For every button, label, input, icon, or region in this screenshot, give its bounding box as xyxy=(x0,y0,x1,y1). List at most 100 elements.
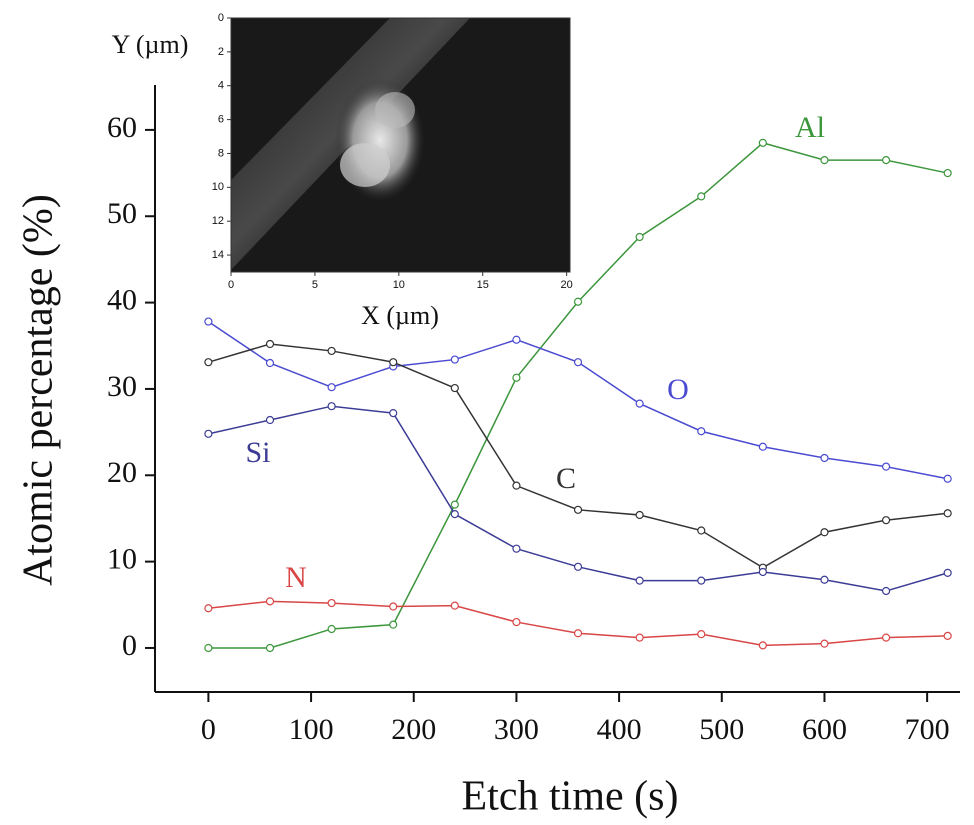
point xyxy=(758,442,767,451)
inset-y-tick-label: 4 xyxy=(218,80,224,92)
inset-y-title: Y (µm) xyxy=(112,30,189,59)
point xyxy=(265,415,275,425)
point xyxy=(697,576,706,585)
series-label: Si xyxy=(245,436,270,469)
point xyxy=(512,617,521,627)
point xyxy=(389,409,398,418)
point xyxy=(450,510,459,519)
point xyxy=(697,526,706,535)
x-tick-label: 100 xyxy=(289,713,334,746)
point xyxy=(327,402,336,411)
series-line xyxy=(207,320,948,480)
point xyxy=(943,474,952,483)
point xyxy=(389,358,398,367)
y-tick-label: 60 xyxy=(107,111,137,144)
y-tick-label: 20 xyxy=(107,456,137,489)
point xyxy=(820,453,829,463)
inset-y-tick-label: 8 xyxy=(218,147,224,159)
x-tick-label: 400 xyxy=(597,713,642,746)
point xyxy=(204,643,213,653)
point xyxy=(635,399,644,408)
series-label: C xyxy=(556,462,576,495)
inset-y-tick-label: 14 xyxy=(212,249,224,261)
point xyxy=(943,509,952,518)
x-tick-label: 600 xyxy=(802,713,847,746)
point xyxy=(635,576,644,585)
point xyxy=(635,510,644,520)
point xyxy=(265,358,275,368)
point xyxy=(820,639,829,648)
point xyxy=(820,575,829,584)
point xyxy=(204,429,213,438)
x-tick-label: 200 xyxy=(391,713,436,746)
inset-y-tick-label: 10 xyxy=(212,181,224,193)
point xyxy=(512,335,521,344)
point xyxy=(512,544,521,553)
inset-x-tick-label: 15 xyxy=(477,279,489,291)
inset-y-tick-label: 12 xyxy=(212,215,224,227)
point xyxy=(697,427,706,436)
point xyxy=(573,562,583,571)
point xyxy=(512,481,521,490)
x-tick-label: 300 xyxy=(494,713,539,746)
point xyxy=(450,500,459,509)
series-label: N xyxy=(285,561,307,594)
point xyxy=(635,232,644,242)
point xyxy=(573,629,583,638)
point xyxy=(204,604,213,613)
inset-x-tick-label: 10 xyxy=(393,279,405,291)
point xyxy=(881,462,891,471)
series-label: O xyxy=(667,373,689,406)
inset-x-tick-label: 20 xyxy=(561,279,573,291)
point xyxy=(265,339,275,349)
y-tick-label: 0 xyxy=(122,629,137,662)
point xyxy=(573,505,583,514)
point xyxy=(450,383,459,393)
point xyxy=(758,567,767,577)
point xyxy=(265,597,275,606)
y-tick-label: 30 xyxy=(107,370,137,403)
point xyxy=(573,358,583,367)
point xyxy=(204,358,213,367)
point xyxy=(573,297,583,306)
point xyxy=(881,156,891,165)
series-line xyxy=(208,343,948,569)
y-tick-label: 50 xyxy=(107,197,137,230)
point xyxy=(881,633,891,642)
inset-y-tick-label: 0 xyxy=(218,12,224,24)
point xyxy=(758,641,767,650)
point xyxy=(265,643,275,653)
inset-frame xyxy=(230,17,571,273)
point xyxy=(450,601,459,610)
point xyxy=(389,620,398,629)
y-title: Atomic percentage (%) xyxy=(16,194,62,586)
point xyxy=(758,138,767,147)
x-tick-label: 0 xyxy=(201,713,216,746)
point xyxy=(820,528,829,537)
point xyxy=(635,633,644,642)
series-line xyxy=(208,600,948,647)
y-tick-label: 10 xyxy=(107,543,137,576)
point xyxy=(820,156,829,165)
point xyxy=(881,586,891,596)
point xyxy=(512,373,521,382)
point xyxy=(450,355,459,364)
point xyxy=(881,516,891,525)
y-tick-label: 40 xyxy=(107,283,137,316)
point xyxy=(389,602,398,611)
inset-x-tick-label: 5 xyxy=(312,279,318,291)
inset-y-tick-label: 2 xyxy=(218,46,224,58)
point xyxy=(327,383,336,392)
x-tick-label: 700 xyxy=(905,713,950,746)
inset-image xyxy=(231,18,570,272)
point xyxy=(697,192,706,201)
point xyxy=(204,317,213,326)
point xyxy=(697,630,706,639)
inset-x-title: X (µm) xyxy=(361,301,439,330)
series-label: Al xyxy=(795,111,825,144)
x-tick-label: 500 xyxy=(699,713,744,746)
point xyxy=(943,568,952,577)
x-title: Etch time (s) xyxy=(462,774,679,820)
